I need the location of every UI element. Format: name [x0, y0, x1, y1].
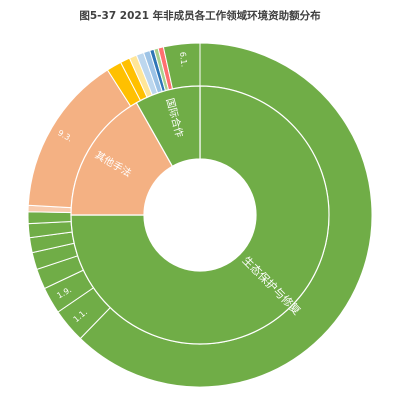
outer-slice-label-18: 6.1.: [178, 51, 189, 67]
outer-ring: [27, 42, 373, 388]
chart-title: 图5-37 2021 年非成员各工作领域环境资助额分布: [79, 10, 321, 22]
inner-ring: [70, 85, 330, 345]
donut-hole: [144, 159, 256, 271]
outer-slice-7: [27, 211, 72, 225]
inner-slice-0: [70, 85, 330, 345]
outer-slice-label-0: 1.3.: [358, 273, 373, 291]
